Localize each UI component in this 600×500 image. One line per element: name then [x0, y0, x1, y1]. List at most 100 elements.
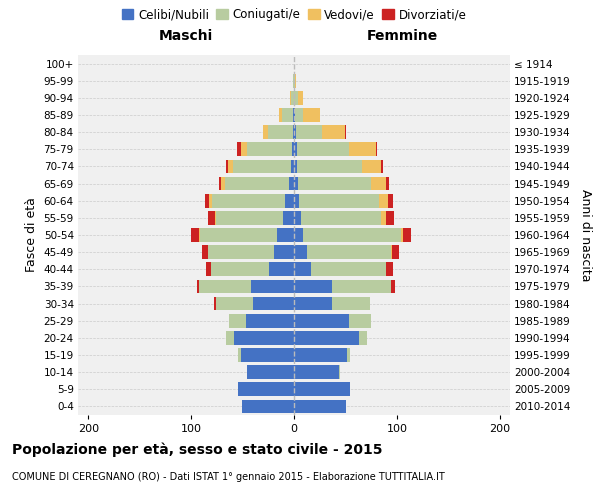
- Bar: [274, 246, 294, 259]
- Bar: [253, 296, 294, 310]
- Bar: [295, 108, 303, 122]
- Bar: [268, 126, 293, 139]
- Bar: [382, 160, 383, 173]
- Bar: [298, 176, 371, 190]
- Bar: [294, 314, 349, 328]
- Bar: [294, 296, 332, 310]
- Bar: [332, 296, 370, 310]
- Bar: [219, 176, 221, 190]
- Bar: [294, 74, 295, 88]
- Bar: [294, 400, 346, 413]
- Bar: [200, 228, 277, 242]
- Bar: [221, 176, 225, 190]
- Bar: [294, 194, 299, 207]
- Bar: [281, 108, 293, 122]
- Bar: [294, 382, 350, 396]
- Bar: [206, 262, 211, 276]
- Bar: [388, 194, 393, 207]
- Legend: Celibi/Nubili, Coniugati/e, Vedovi/e, Divorziati/e: Celibi/Nubili, Coniugati/e, Vedovi/e, Di…: [117, 4, 471, 26]
- Bar: [294, 160, 297, 173]
- Bar: [332, 280, 391, 293]
- Bar: [277, 228, 294, 242]
- Bar: [226, 160, 228, 173]
- Bar: [251, 280, 294, 293]
- Bar: [293, 74, 294, 88]
- Bar: [339, 366, 340, 379]
- Bar: [386, 211, 394, 224]
- Bar: [269, 262, 294, 276]
- Bar: [199, 228, 200, 242]
- Bar: [349, 314, 371, 328]
- Bar: [379, 194, 388, 207]
- Bar: [311, 262, 386, 276]
- Bar: [349, 142, 376, 156]
- Bar: [298, 91, 303, 104]
- Bar: [294, 91, 298, 104]
- Bar: [294, 176, 298, 190]
- Bar: [295, 74, 296, 88]
- Bar: [247, 366, 294, 379]
- Bar: [209, 194, 212, 207]
- Bar: [386, 262, 393, 276]
- Bar: [283, 211, 294, 224]
- Bar: [233, 160, 291, 173]
- Bar: [299, 194, 379, 207]
- Bar: [208, 211, 215, 224]
- Bar: [197, 280, 199, 293]
- Bar: [359, 331, 367, 344]
- Bar: [202, 246, 208, 259]
- Y-axis label: Anni di nascita: Anni di nascita: [579, 188, 592, 281]
- Bar: [292, 142, 294, 156]
- Bar: [401, 228, 403, 242]
- Bar: [294, 280, 332, 293]
- Bar: [296, 126, 322, 139]
- Bar: [322, 126, 346, 139]
- Text: Maschi: Maschi: [159, 29, 213, 43]
- Bar: [294, 366, 339, 379]
- Text: Popolazione per età, sesso e stato civile - 2015: Popolazione per età, sesso e stato civil…: [12, 442, 383, 457]
- Bar: [294, 211, 301, 224]
- Bar: [294, 228, 303, 242]
- Bar: [297, 160, 362, 173]
- Bar: [278, 108, 281, 122]
- Bar: [215, 211, 216, 224]
- Bar: [263, 126, 268, 139]
- Bar: [289, 176, 294, 190]
- Bar: [291, 160, 294, 173]
- Bar: [294, 331, 359, 344]
- Bar: [245, 314, 294, 328]
- Bar: [247, 142, 292, 156]
- Bar: [382, 211, 386, 224]
- Text: Femmine: Femmine: [367, 29, 437, 43]
- Bar: [376, 142, 377, 156]
- Bar: [242, 400, 294, 413]
- Bar: [301, 211, 382, 224]
- Bar: [293, 108, 294, 122]
- Bar: [214, 296, 216, 310]
- Bar: [199, 280, 251, 293]
- Bar: [391, 280, 395, 293]
- Bar: [403, 228, 411, 242]
- Bar: [303, 108, 320, 122]
- Bar: [291, 91, 294, 104]
- Bar: [294, 246, 307, 259]
- Bar: [205, 194, 209, 207]
- Y-axis label: Fasce di età: Fasce di età: [25, 198, 38, 272]
- Bar: [211, 262, 269, 276]
- Bar: [371, 176, 386, 190]
- Bar: [293, 126, 294, 139]
- Bar: [191, 228, 199, 242]
- Bar: [208, 246, 274, 259]
- Bar: [294, 126, 296, 139]
- Bar: [229, 314, 245, 328]
- Bar: [238, 348, 241, 362]
- Bar: [294, 142, 297, 156]
- Bar: [212, 194, 285, 207]
- Text: COMUNE DI CEREGNANO (RO) - Dati ISTAT 1° gennaio 2015 - Elaborazione TUTTITALIA.: COMUNE DI CEREGNANO (RO) - Dati ISTAT 1°…: [12, 472, 445, 482]
- Bar: [225, 176, 289, 190]
- Bar: [294, 262, 311, 276]
- Bar: [362, 160, 382, 173]
- Bar: [307, 246, 391, 259]
- Bar: [216, 211, 283, 224]
- Bar: [238, 382, 294, 396]
